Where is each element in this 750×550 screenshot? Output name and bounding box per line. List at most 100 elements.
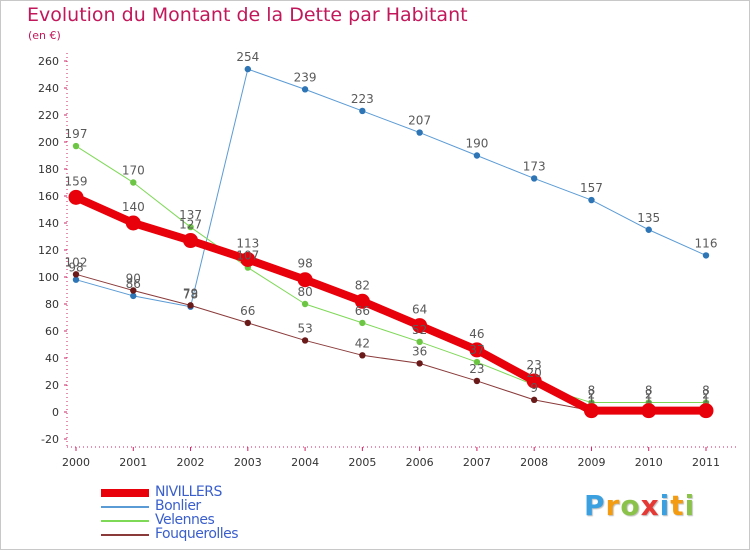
y-tick-label: 140 [38, 217, 59, 230]
data-point [359, 107, 366, 115]
data-label: 157 [580, 181, 603, 195]
legend-label: Bonlier [155, 498, 201, 514]
logo-letter: P [584, 489, 606, 522]
data-label: 86 [126, 277, 141, 291]
data-point [130, 292, 137, 300]
data-label: 239 [294, 70, 317, 84]
data-point [641, 403, 657, 419]
chart-subtitle: (en €) [28, 29, 61, 42]
logo-letter: i [659, 489, 671, 522]
data-point [530, 175, 538, 182]
data-point [698, 403, 714, 419]
data-point [473, 377, 481, 385]
data-point [583, 403, 599, 419]
data-label: 173 [523, 159, 546, 173]
data-label: 46 [469, 327, 484, 341]
legend-label: Velennes [155, 512, 215, 528]
logo-letter: t [670, 489, 685, 522]
data-label: 78 [183, 288, 198, 302]
data-label: 82 [355, 278, 370, 292]
data-label: 197 [65, 127, 88, 141]
data-label: 113 [236, 236, 259, 250]
data-point [702, 252, 710, 259]
x-tick-label: 2004 [291, 456, 319, 469]
data-point [72, 271, 80, 278]
data-point [187, 223, 194, 231]
y-tick-label: 0 [52, 406, 59, 419]
data-label: 52 [412, 323, 427, 337]
data-label: 1 [588, 392, 596, 406]
data-point [469, 342, 485, 358]
legend-label: Fouquerolles [155, 526, 239, 542]
data-point [244, 65, 252, 73]
data-label: 37 [469, 343, 484, 357]
data-label: 23 [469, 362, 484, 376]
data-point [473, 358, 481, 366]
data-point [72, 142, 80, 150]
data-point [240, 251, 256, 267]
x-tick-label: 2008 [520, 456, 548, 469]
data-label: 116 [695, 236, 718, 250]
data-label: 79 [183, 286, 198, 300]
data-label: 9 [530, 381, 538, 395]
data-label: 2 [588, 388, 596, 402]
data-label: 207 [408, 114, 431, 128]
data-point [412, 318, 428, 334]
logo-letter: o [620, 489, 641, 522]
data-label: 137 [179, 208, 202, 222]
data-point [473, 152, 481, 159]
data-point [183, 233, 199, 249]
y-tick-label: 260 [38, 55, 59, 68]
data-point [297, 272, 313, 288]
y-tick-label: 20 [45, 379, 59, 392]
data-point [72, 276, 80, 283]
x-tick-label: 2000 [62, 456, 90, 469]
data-point [588, 196, 595, 204]
y-tick-label: 120 [38, 244, 59, 257]
data-point [645, 226, 652, 233]
data-point [68, 189, 84, 205]
x-tick-label: 2007 [463, 456, 491, 469]
legend-swatch [101, 506, 149, 508]
data-label: 2 [645, 388, 653, 402]
y-tick-label: 200 [38, 136, 59, 149]
data-label: 2 [702, 388, 710, 402]
data-label: 20 [527, 366, 542, 380]
x-tick-label: 2003 [234, 456, 262, 469]
data-label: 159 [65, 174, 88, 188]
series-line [72, 193, 710, 415]
proxiti-logo: Proxiti [584, 489, 695, 522]
data-point [416, 338, 423, 345]
x-tick-label: 2002 [177, 456, 205, 469]
data-point [354, 293, 370, 309]
data-point [244, 319, 252, 327]
data-label: 8 [588, 384, 596, 398]
data-point [359, 352, 366, 359]
series-velennes [72, 142, 710, 406]
data-label: 223 [351, 92, 374, 106]
data-point [130, 179, 137, 186]
data-label: 66 [355, 304, 370, 318]
data-point [301, 86, 309, 93]
data-point [530, 396, 538, 404]
logo-letter: r [605, 489, 621, 522]
data-label: 190 [465, 137, 488, 151]
data-label: 98 [68, 261, 83, 275]
data-label: 254 [236, 50, 259, 64]
data-label: 90 [126, 272, 141, 286]
x-tick-label: 2011 [692, 456, 720, 469]
x-tick-label: 2005 [348, 456, 376, 469]
y-tick-label: 80 [45, 298, 59, 311]
series-nivillers [68, 189, 714, 419]
data-label: 170 [122, 164, 145, 178]
data-label: 66 [240, 304, 255, 318]
data-label: 98 [297, 257, 312, 271]
x-tick-label: 2006 [406, 456, 434, 469]
logo-letter: x [640, 489, 660, 522]
y-tick-label: 60 [45, 325, 59, 338]
data-point [301, 300, 309, 308]
series-line [75, 145, 707, 404]
y-tick-label: -20 [41, 433, 59, 446]
x-tick-label: 2001 [119, 456, 147, 469]
